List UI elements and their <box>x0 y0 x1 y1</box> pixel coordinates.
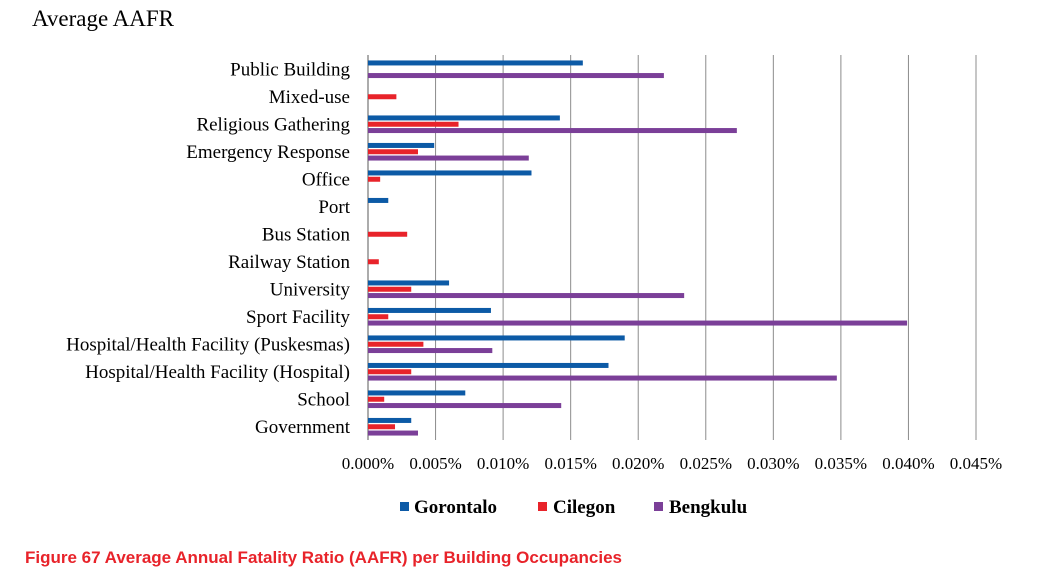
x-tick-labels: 0.000% 0.005% 0.010% 0.015% 0.020% 0.025% 0.03… <box>342 454 1002 473</box>
bar-gorontalo-5 <box>368 197 389 203</box>
bar-bengkulu-0 <box>368 73 664 79</box>
bar-cilegon-7 <box>368 259 379 265</box>
bar-bengkulu-10 <box>368 348 493 354</box>
bar-bengkulu-9 <box>368 320 908 326</box>
bar-cilegon-12 <box>368 396 385 402</box>
legend-label-gorontalo: Gorontalo <box>414 497 497 518</box>
bar-cilegon-9 <box>368 314 389 320</box>
bar-bengkulu-3 <box>368 155 529 161</box>
category-label-8: University <box>270 279 351 300</box>
x-tick-label-4: 0.020% <box>612 454 664 473</box>
category-label-12: School <box>297 389 350 410</box>
category-label-7: Railway Station <box>228 252 350 273</box>
legend-label-cilegon: Cilegon <box>553 497 616 518</box>
category-label-1: Mixed-use <box>269 87 350 108</box>
category-label-0: Public Building <box>230 59 350 80</box>
category-label-11: Hospital/Health Facility (Hospital) <box>85 362 350 383</box>
legend-swatch-gorontalo <box>400 502 409 511</box>
x-tick-label-5: 0.025% <box>680 454 732 473</box>
figure-caption: Figure 67 Average Annual Fatality Ratio … <box>25 548 622 567</box>
bar-cilegon-8 <box>368 286 412 292</box>
category-label-6: Bus Station <box>262 224 351 245</box>
bar-cilegon-4 <box>368 176 381 182</box>
bar-gorontalo-13 <box>368 417 412 423</box>
chart-title: Average AAFR <box>32 6 175 31</box>
legend-swatch-bengkulu <box>654 502 663 511</box>
x-tick-label-0: 0.000% <box>342 454 394 473</box>
bar-gorontalo-4 <box>368 170 532 176</box>
x-tick-label-7: 0.035% <box>815 454 867 473</box>
category-label-5: Port <box>318 197 350 218</box>
gridlines <box>367 55 977 440</box>
x-tick-label-9: 0.045% <box>950 454 1002 473</box>
x-tick-label-1: 0.005% <box>409 454 461 473</box>
bar-bengkulu-8 <box>368 293 685 299</box>
bar-gorontalo-12 <box>368 390 466 396</box>
category-labels: Public Building Mixed-use Religious Gather… <box>66 59 351 438</box>
bar-gorontalo-0 <box>368 60 583 66</box>
legend: Gorontalo Cilegon Bengkulu <box>400 497 748 518</box>
category-label-13: Government <box>255 417 351 438</box>
category-label-2: Religious Gathering <box>196 114 350 135</box>
bar-cilegon-13 <box>368 424 396 430</box>
bar-gorontalo-11 <box>368 362 609 368</box>
bar-bengkulu-11 <box>368 375 837 381</box>
legend-swatch-cilegon <box>538 502 547 511</box>
bar-cilegon-11 <box>368 369 412 375</box>
category-label-10: Hospital/Health Facility (Puskesmas) <box>66 334 350 355</box>
x-tick-label-8: 0.040% <box>882 454 934 473</box>
bar-cilegon-10 <box>368 341 424 347</box>
x-tick-label-3: 0.015% <box>544 454 596 473</box>
aafr-chart: Average AAFR Public Building Mixed-use Rel… <box>32 6 1002 518</box>
bar-gorontalo-2 <box>368 115 560 121</box>
bar-gorontalo-3 <box>368 142 435 148</box>
category-label-3: Emergency Response <box>186 142 350 163</box>
bar-bengkulu-2 <box>368 128 737 134</box>
category-label-4: Office <box>302 169 350 190</box>
bars <box>368 60 908 436</box>
bar-gorontalo-9 <box>368 307 491 313</box>
x-tick-label-2: 0.010% <box>477 454 529 473</box>
bar-gorontalo-10 <box>368 335 625 341</box>
bar-cilegon-1 <box>368 94 397 100</box>
legend-label-bengkulu: Bengkulu <box>669 497 748 518</box>
x-tick-label-6: 0.030% <box>747 454 799 473</box>
bar-cilegon-2 <box>368 121 459 127</box>
bar-bengkulu-12 <box>368 403 562 409</box>
bar-cilegon-3 <box>368 149 418 155</box>
bar-bengkulu-13 <box>368 430 418 436</box>
category-label-9: Sport Facility <box>246 307 350 328</box>
bar-gorontalo-8 <box>368 280 450 286</box>
bar-cilegon-6 <box>368 231 408 237</box>
